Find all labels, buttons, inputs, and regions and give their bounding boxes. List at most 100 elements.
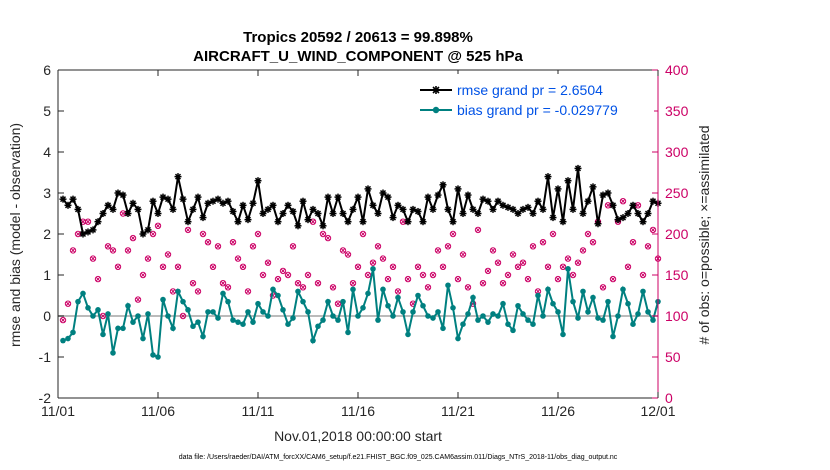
- rmse-point: [344, 218, 352, 226]
- rmse-point: [619, 214, 627, 222]
- rmse-point: [269, 201, 277, 209]
- rmse-point: [299, 197, 307, 205]
- rmse-point: [419, 218, 427, 226]
- obs-assimilated-point: [555, 277, 561, 282]
- obs-possible-point: [259, 271, 267, 279]
- left-y-tick-label: 0: [43, 308, 51, 324]
- bias-point: [400, 309, 406, 315]
- rmse-point: [189, 205, 197, 213]
- bias-point: [465, 311, 471, 317]
- rmse-point: [224, 197, 232, 205]
- rmse-point: [534, 197, 542, 205]
- obs-possible-point: [449, 230, 457, 238]
- obs-possible-point: [84, 218, 92, 225]
- rmse-point: [634, 210, 642, 217]
- bias-point: [445, 282, 451, 289]
- rmse-point: [294, 222, 302, 230]
- obs-assimilated-point: [255, 231, 261, 237]
- right-y-tick-label: 200: [665, 226, 689, 242]
- obs-assimilated-point: [495, 260, 501, 265]
- plot-area: [57, 69, 662, 399]
- obs-assimilated-point: [485, 268, 491, 273]
- obs-assimilated-point: [140, 272, 146, 278]
- obs-possible-point: [629, 239, 637, 246]
- rmse-point: [314, 210, 322, 217]
- obs-possible-point: [279, 267, 287, 275]
- rmse-point: [169, 205, 177, 213]
- obs-possible-point: [324, 234, 332, 242]
- obs-possible-point: [424, 284, 432, 291]
- bias-point: [515, 302, 521, 309]
- obs-assimilated-point: [230, 240, 236, 245]
- bias-point: [205, 309, 211, 315]
- bias-point: [70, 329, 76, 336]
- bias-point: [500, 300, 506, 307]
- rmse-point: [579, 210, 587, 217]
- obs-possible-point: [414, 263, 422, 270]
- rmse-point: [639, 218, 647, 226]
- obs-assimilated-point: [515, 264, 521, 269]
- obs-possible-point: [189, 280, 197, 287]
- rmse-point: [234, 218, 242, 226]
- obs-assimilated-point: [425, 285, 431, 290]
- obs-assimilated-point: [250, 244, 256, 249]
- obs-possible-point: [244, 288, 252, 295]
- rmse-point: [199, 214, 207, 222]
- obs-assimilated-point: [415, 264, 421, 269]
- obs-assimilated-point: [70, 248, 76, 253]
- chart-subtitle: AIRCRAFT_U_WIND_COMPONENT @ 525 hPa: [193, 48, 523, 65]
- rmse-point: [74, 205, 82, 213]
- obs-possible-point: [419, 271, 427, 279]
- obs-assimilated-point: [170, 289, 176, 294]
- obs-possible-point: [199, 230, 207, 238]
- bias-point: [605, 298, 611, 305]
- obs-possible-point: [474, 226, 482, 234]
- rmse-point: [574, 164, 582, 172]
- right-y-tick-label: 350: [665, 103, 689, 119]
- rmse-point: [64, 201, 72, 209]
- bias-point: [395, 294, 401, 301]
- bias-point: [410, 309, 416, 315]
- obs-assimilated-point: [440, 264, 446, 269]
- obs-assimilated-point: [225, 285, 231, 290]
- rmse-point: [539, 205, 547, 213]
- obs-assimilated-point: [375, 244, 381, 249]
- obs-possible-point: [584, 230, 592, 238]
- data-file-footer: data file: /Users/raeder/DAI/ATM_forcXX/…: [179, 454, 618, 461]
- obs-assimilated-point: [420, 272, 426, 278]
- rmse-point: [414, 207, 422, 215]
- right-y-axis-label: # of obs: o=possible; ×=assimilated: [696, 125, 712, 344]
- obs-assimilated-point: [245, 289, 251, 294]
- obs-possible-point: [319, 230, 327, 238]
- obs-possible-point: [314, 280, 322, 287]
- rmse-point: [449, 218, 457, 226]
- rmse-point: [484, 197, 492, 205]
- bias-point: [280, 307, 286, 313]
- obs-assimilated-point: [575, 260, 581, 265]
- obs-assimilated-point: [110, 248, 116, 253]
- bias-point: [600, 317, 606, 323]
- bias-point: [135, 313, 141, 319]
- right-y-tick-label: 100: [665, 308, 689, 324]
- obs-possible-point: [184, 226, 192, 234]
- rmse-point: [394, 201, 402, 209]
- rmse-point: [514, 210, 522, 217]
- obs-possible-point: [509, 251, 517, 258]
- legend-bias-label: bias grand pr = -0.029779: [457, 102, 618, 118]
- obs-possible-point: [644, 243, 652, 250]
- obs-possible-point: [109, 247, 117, 254]
- rmse-point: [339, 210, 347, 217]
- obs-possible-point: [374, 243, 382, 250]
- obs-possible-point: [589, 239, 597, 246]
- rmse-point: [474, 210, 482, 217]
- bias-point: [300, 298, 306, 305]
- obs-assimilated-point: [650, 227, 656, 232]
- obs-possible-point: [639, 271, 647, 279]
- bias-point: [475, 317, 481, 323]
- legend-rmse-label: rmse grand pr = 2.6504: [457, 82, 603, 98]
- rmse-point: [109, 205, 117, 213]
- obs-possible-point: [574, 259, 582, 266]
- obs-possible-point: [514, 263, 522, 270]
- bias-point: [60, 337, 66, 344]
- bias-point: [570, 298, 576, 305]
